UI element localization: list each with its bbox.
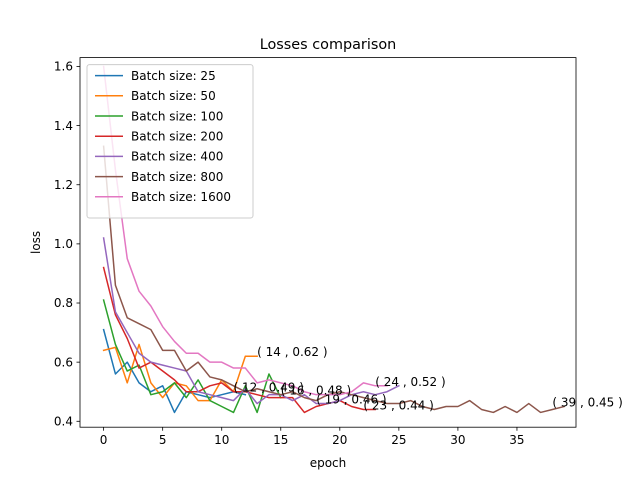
x-tick-label: 0 <box>100 433 108 447</box>
x-tick-label: 5 <box>159 433 167 447</box>
data-annotation: ( 16 , 0.48 ) <box>281 384 351 398</box>
data-annotation: ( 14 , 0.62 ) <box>257 345 327 359</box>
y-tick-label: 0.8 <box>54 296 73 310</box>
series-layer <box>102 65 566 414</box>
x-axis-ticks: 0 5 10 15 20 25 30 35 <box>100 427 525 447</box>
y-tick-label: 1.4 <box>54 119 73 133</box>
data-annotation: ( 24 , 0.52 ) <box>375 375 445 389</box>
x-tick-label: 30 <box>450 433 465 447</box>
data-annotation: ( 19 , 0.46 ) <box>316 393 386 407</box>
series-line <box>102 145 566 414</box>
series-line <box>102 237 400 405</box>
data-annotation: ( 12 , 0.49 ) <box>234 381 304 395</box>
y-tick-label: 1.0 <box>54 237 73 251</box>
legend-entry-label: Batch size: 100 <box>131 109 223 123</box>
legend-box <box>86 64 254 219</box>
y-axis-label: loss <box>29 231 43 254</box>
y-tick-label: 1.6 <box>54 60 73 74</box>
series-line <box>102 65 388 396</box>
legend-entry-label: Batch size: 200 <box>131 130 223 144</box>
x-tick-label: 10 <box>214 433 229 447</box>
x-tick-label: 15 <box>273 433 288 447</box>
y-tick-label: 1.2 <box>54 178 73 192</box>
x-tick-label: 20 <box>332 433 347 447</box>
series-line <box>102 299 282 414</box>
y-axis-ticks: 0.4 0.6 0.8 1.0 1.2 1.4 1.6 <box>54 60 80 428</box>
chart-title: Losses comparison <box>260 37 397 53</box>
legend-entry-label: Batch size: 400 <box>131 150 223 164</box>
y-tick-label: 0.6 <box>54 355 73 369</box>
annotation-layer: ( 14 , 0.62 )( 12 , 0.49 )( 16 , 0.48 )(… <box>234 345 623 412</box>
x-tick-label: 35 <box>509 433 524 447</box>
series-line <box>102 328 247 414</box>
y-tick-label: 0.4 <box>54 414 73 428</box>
x-axis-label: epoch <box>310 456 347 470</box>
plot-frame <box>79 57 577 428</box>
legend-entry-label: Batch size: 50 <box>131 89 216 103</box>
data-annotation: ( 23 , 0.44 ) <box>363 398 433 412</box>
data-annotation: ( 39 , 0.45 ) <box>552 396 622 410</box>
legend-entry-label: Batch size: 800 <box>131 170 223 184</box>
legend-entry-label: Batch size: 1600 <box>131 190 231 204</box>
legend: Batch size: 25 Batch size: 50 Batch size: … <box>86 64 254 219</box>
x-tick-label: 25 <box>391 433 406 447</box>
legend-entry-label: Batch size: 25 <box>131 69 216 83</box>
